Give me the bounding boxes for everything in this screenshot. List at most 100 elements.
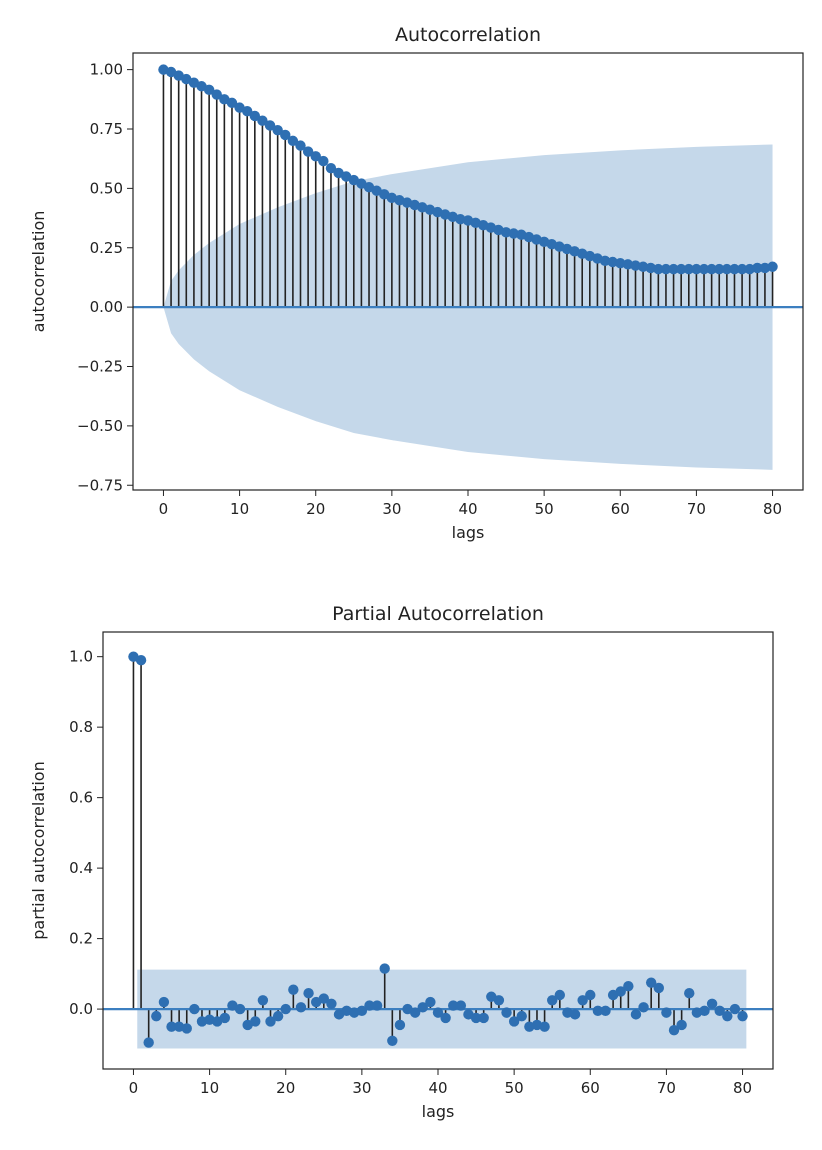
data-point bbox=[684, 988, 695, 999]
y-tick-label: 1.00 bbox=[90, 61, 123, 79]
y-tick-label: 0.00 bbox=[90, 298, 123, 316]
data-point bbox=[699, 1005, 710, 1017]
data-point bbox=[249, 110, 261, 122]
data-point bbox=[295, 140, 306, 151]
y-tick-label: −0.50 bbox=[77, 417, 123, 435]
data-point bbox=[622, 259, 634, 270]
data-point bbox=[585, 989, 596, 1001]
data-point bbox=[508, 228, 519, 239]
data-point bbox=[638, 1002, 649, 1013]
data-point bbox=[303, 988, 314, 999]
y-tick-label: 0.25 bbox=[90, 239, 123, 257]
data-point bbox=[166, 1021, 177, 1032]
data-point bbox=[554, 989, 566, 1001]
data-point bbox=[737, 1010, 748, 1022]
data-point bbox=[630, 1009, 642, 1020]
data-point bbox=[599, 255, 611, 267]
data-point bbox=[767, 261, 778, 272]
data-point bbox=[325, 162, 337, 174]
data-point bbox=[288, 984, 299, 995]
x-tick-label: 70 bbox=[657, 1079, 676, 1097]
pacf-chart: 0 10 20 30 40 50 60 70 80 0.0 0.2 0.4 0.6 0.8 1.0 Parti… bbox=[0, 580, 822, 1140]
data-point bbox=[615, 257, 626, 269]
y-tick-label: −0.25 bbox=[77, 358, 123, 376]
data-point bbox=[676, 1019, 687, 1031]
data-point bbox=[623, 980, 634, 992]
data-point bbox=[615, 986, 626, 997]
x-tick-label: 20 bbox=[276, 1079, 295, 1097]
chart-title: Partial Autocorrelation bbox=[332, 603, 544, 625]
data-point bbox=[660, 263, 672, 275]
data-point bbox=[203, 84, 215, 96]
y-tick-label: 0.2 bbox=[69, 930, 93, 948]
data-point bbox=[272, 124, 283, 136]
data-point bbox=[683, 263, 694, 275]
acf-chart: 0 10 20 30 40 50 60 70 80 −0.75 −0.50 −0.25 0.00 0.25… bbox=[0, 0, 822, 560]
x-tick-label: 0 bbox=[159, 500, 169, 518]
data-point bbox=[721, 263, 733, 275]
y-tick-label: 0.75 bbox=[90, 120, 123, 138]
x-tick-label: 0 bbox=[129, 1079, 139, 1097]
data-point bbox=[326, 998, 337, 1010]
data-point bbox=[448, 1000, 459, 1011]
data-point bbox=[417, 1002, 428, 1013]
data-point bbox=[478, 1012, 489, 1024]
data-point bbox=[752, 262, 763, 274]
data-point bbox=[637, 261, 649, 272]
data-point bbox=[356, 1005, 368, 1017]
data-point bbox=[668, 1025, 680, 1036]
data-point bbox=[295, 1002, 307, 1013]
data-point bbox=[181, 1023, 192, 1034]
data-point bbox=[470, 1012, 482, 1024]
data-point bbox=[189, 1003, 200, 1015]
data-point bbox=[698, 263, 710, 275]
data-point bbox=[409, 1007, 421, 1018]
data-point bbox=[440, 1012, 451, 1024]
x-tick-label: 80 bbox=[763, 500, 782, 518]
data-point bbox=[645, 262, 656, 274]
data-point bbox=[500, 227, 512, 238]
data-point bbox=[226, 97, 238, 109]
data-point bbox=[257, 995, 269, 1006]
data-point bbox=[729, 263, 740, 275]
data-point bbox=[394, 1019, 406, 1031]
x-tick-label: 80 bbox=[733, 1079, 752, 1097]
data-point bbox=[318, 993, 329, 1004]
data-point bbox=[691, 263, 702, 275]
data-point bbox=[302, 146, 314, 157]
data-point bbox=[143, 1037, 154, 1048]
data-point bbox=[759, 262, 771, 274]
data-point bbox=[135, 654, 147, 666]
x-tick-label: 50 bbox=[535, 500, 554, 518]
data-point bbox=[455, 1000, 467, 1011]
data-point bbox=[706, 263, 717, 275]
data-point bbox=[257, 115, 268, 126]
data-point bbox=[668, 263, 679, 275]
x-axis-label: lags bbox=[452, 523, 485, 542]
data-point bbox=[158, 996, 170, 1008]
data-point bbox=[371, 1000, 383, 1011]
data-point bbox=[661, 1007, 672, 1018]
data-point bbox=[272, 1010, 284, 1022]
y-tick-label: −0.75 bbox=[77, 476, 123, 494]
chart-title: Autocorrelation bbox=[395, 24, 541, 46]
x-tick-label: 30 bbox=[382, 500, 401, 518]
data-point bbox=[736, 263, 748, 275]
data-point bbox=[645, 977, 657, 988]
data-point bbox=[653, 263, 664, 275]
data-point bbox=[547, 995, 558, 1006]
y-tick-label: 0.50 bbox=[90, 179, 123, 197]
data-point bbox=[287, 135, 299, 147]
x-axis-label: lags bbox=[422, 1102, 455, 1121]
data-point bbox=[219, 1012, 231, 1024]
y-axis-label: partial autocorrelation bbox=[29, 761, 48, 939]
data-point bbox=[600, 1005, 611, 1017]
x-tick-label: 10 bbox=[230, 500, 249, 518]
x-tick-label: 40 bbox=[428, 1079, 447, 1097]
y-tick-label: 1.0 bbox=[69, 648, 93, 666]
data-point bbox=[242, 105, 253, 117]
data-point bbox=[744, 263, 755, 275]
data-point bbox=[387, 1035, 398, 1047]
x-tick-label: 10 bbox=[200, 1079, 219, 1097]
data-point bbox=[569, 1009, 581, 1020]
